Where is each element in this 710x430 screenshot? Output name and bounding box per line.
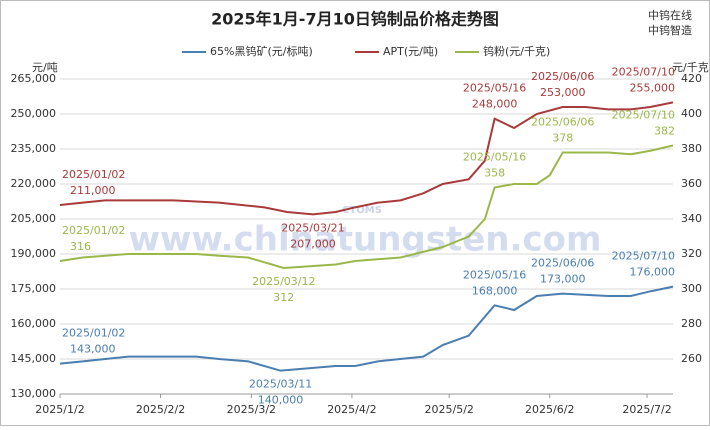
point-value-label: 382 [654, 125, 675, 138]
y2-tick-label: 340 [681, 212, 702, 225]
point-date-label: 2025/05/16 [463, 82, 526, 95]
point-value-label: 255,000 [630, 81, 676, 94]
y2-tick-label: 320 [681, 247, 702, 260]
point-value-label: 253,000 [540, 86, 586, 99]
legend-label: 65%黑钨矿(元/标吨) [210, 44, 313, 58]
watermark-logo: CTOMS [342, 205, 382, 216]
point-date-label: 2025/01/02 [62, 327, 125, 340]
x-tick-label: 2025/4/2 [327, 403, 376, 416]
x-tick-label: 2025/6/2 [525, 403, 574, 416]
y-tick-label: 160,000 [11, 317, 57, 330]
point-date-label: 2025/03/12 [252, 275, 315, 288]
point-value-label: 358 [484, 167, 505, 180]
x-tick-label: 2025/1/2 [35, 403, 84, 416]
point-date-label: 2025/01/02 [62, 224, 125, 237]
y-axis-label: 元/吨 [32, 61, 58, 74]
point-date-label: 2025/06/06 [531, 116, 594, 129]
point-date-label: 2025/01/02 [62, 168, 125, 181]
point-date-label: 2025/07/10 [612, 65, 675, 78]
y-tick-label: 220,000 [11, 177, 57, 190]
point-value-label: 378 [552, 132, 573, 145]
y2-axis-label: 元/千克 [672, 61, 709, 74]
legend-label: APT(元/吨) [383, 45, 438, 58]
point-date-label: 2025/05/16 [463, 151, 526, 164]
series-line [59, 285, 674, 372]
y-tick-label: 205,000 [11, 212, 57, 225]
x-tick-label: 2025/2/2 [136, 403, 185, 416]
series-line [59, 144, 674, 270]
y2-tick-label: 420 [681, 72, 702, 85]
y-tick-label: 130,000 [11, 387, 57, 400]
point-date-label: 2025/07/10 [612, 109, 675, 122]
y-tick-label: 145,000 [11, 352, 57, 365]
series-line [59, 101, 674, 216]
point-value-label: 143,000 [70, 343, 116, 356]
x-tick-label: 2025/5/2 [425, 403, 474, 416]
point-value-label: 168,000 [472, 284, 518, 297]
point-date-label: 2025/05/16 [463, 268, 526, 281]
point-value-label: 207,000 [290, 237, 336, 250]
y2-tick-label: 260 [681, 352, 702, 365]
point-value-label: 140,000 [258, 394, 304, 407]
watermark: www.chinatungsten.com [129, 220, 602, 260]
y-tick-label: 175,000 [11, 282, 57, 295]
point-value-label: 211,000 [70, 184, 116, 197]
x-tick-label: 2025/7/2 [622, 403, 671, 416]
point-value-label: 173,000 [540, 273, 586, 286]
y2-tick-label: 400 [681, 107, 702, 120]
y-tick-label: 190,000 [11, 247, 57, 260]
point-date-label: 2025/03/11 [249, 378, 312, 391]
point-value-label: 312 [273, 291, 294, 304]
point-date-label: 2025/03/21 [281, 221, 344, 234]
brand: 中钨在线 [648, 8, 692, 22]
y-tick-label: 235,000 [11, 142, 57, 155]
point-date-label: 2025/06/06 [531, 70, 594, 83]
legend-label: 钨粉(元/千克) [483, 45, 550, 58]
y2-tick-label: 300 [681, 282, 702, 295]
y-tick-label: 265,000 [11, 72, 57, 85]
point-value-label: 248,000 [472, 98, 518, 111]
point-value-label: 316 [70, 240, 91, 253]
y2-tick-label: 360 [681, 177, 702, 190]
x-tick-label: 2025/3/2 [227, 403, 276, 416]
y-tick-label: 250,000 [11, 107, 57, 120]
point-date-label: 2025/06/06 [531, 257, 594, 270]
point-date-label: 2025/07/10 [612, 250, 675, 263]
y2-tick-label: 380 [681, 142, 702, 155]
chart-title: 2025年1月-7月10日钨制品价格走势图 [211, 10, 499, 29]
y2-tick-label: 280 [681, 317, 702, 330]
point-value-label: 176,000 [630, 266, 676, 279]
brand: 中钨智造 [648, 23, 692, 37]
